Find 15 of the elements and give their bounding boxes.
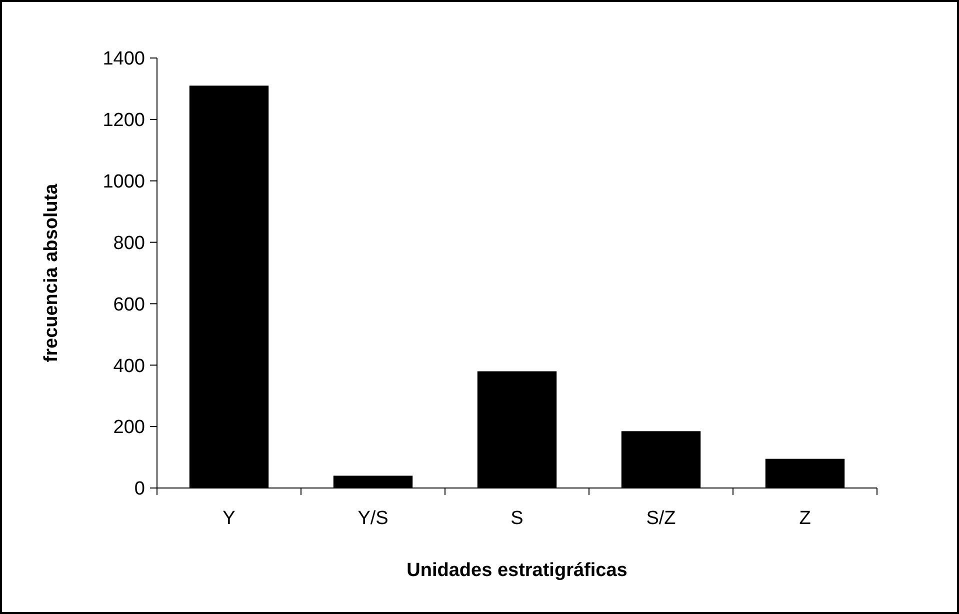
y-axis-title: frecuencia absoluta xyxy=(41,183,62,362)
y-tick-label: 400 xyxy=(113,356,145,377)
x-tick-label: Y xyxy=(222,508,236,529)
y-tick-label: 1000 xyxy=(102,172,145,193)
y-tick-label: 1400 xyxy=(102,48,145,70)
y-tick-label: 600 xyxy=(113,294,145,316)
y-tick-label: 1200 xyxy=(102,110,145,132)
y-tick-label: 200 xyxy=(113,417,145,438)
x-tick-label: Z xyxy=(799,508,812,529)
x-axis-title: Unidades estratigráficas xyxy=(406,560,628,581)
x-tick-label: Y/S xyxy=(358,508,388,529)
y-tick-label: 800 xyxy=(113,232,145,254)
y-tick-label: 0 xyxy=(134,478,145,500)
x-tick-label: S xyxy=(510,508,524,529)
x-tick-label: S/Z xyxy=(646,508,676,529)
